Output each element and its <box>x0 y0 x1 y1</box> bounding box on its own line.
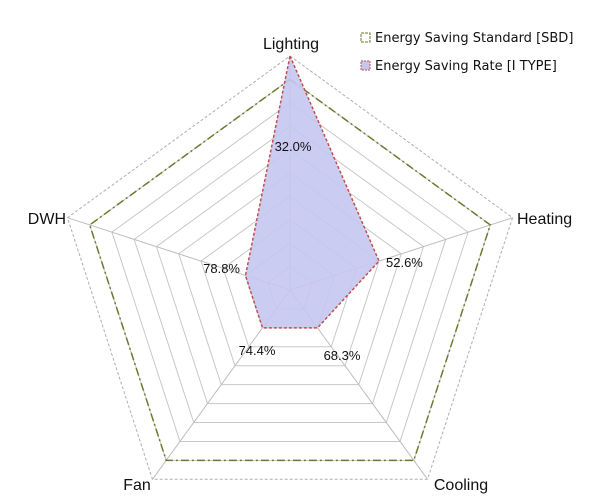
legend-label-rate: Energy Saving Rate [I TYPE] <box>375 59 557 74</box>
grid-ring <box>133 125 447 424</box>
value-label-dwh: 78.8% <box>203 261 240 276</box>
radar-labels: Lighting Heating Cooling Fan DWH 32.0% 52.6% 68… <box>28 36 572 494</box>
axis-label-dwh: DWH <box>28 211 66 228</box>
axis-label-heating: Heating <box>517 211 572 228</box>
grid-ring <box>111 102 469 442</box>
legend: Energy Saving Standard [SBD] Energy Savin… <box>360 31 573 74</box>
axis-label-lighting: Lighting <box>263 36 319 53</box>
grid-ring <box>178 172 402 386</box>
value-label-lighting: 32.0% <box>275 139 312 154</box>
value-label-heating: 52.6% <box>386 255 423 270</box>
value-label-cooling: 68.3% <box>324 348 361 363</box>
legend-swatch-standard <box>360 32 371 43</box>
axis-label-fan: Fan <box>123 477 151 494</box>
series-standard-sbd <box>88 78 492 462</box>
legend-label-standard: Energy Saving Standard [SBD] <box>375 31 573 46</box>
axis-label-cooling: Cooling <box>434 477 488 494</box>
legend-swatch-rate <box>360 60 371 71</box>
grid-ring <box>155 148 425 405</box>
series-rate-i-type <box>244 53 380 329</box>
radar-series <box>88 53 492 462</box>
value-label-fan: 74.4% <box>239 343 276 358</box>
grid-ring <box>66 55 514 480</box>
